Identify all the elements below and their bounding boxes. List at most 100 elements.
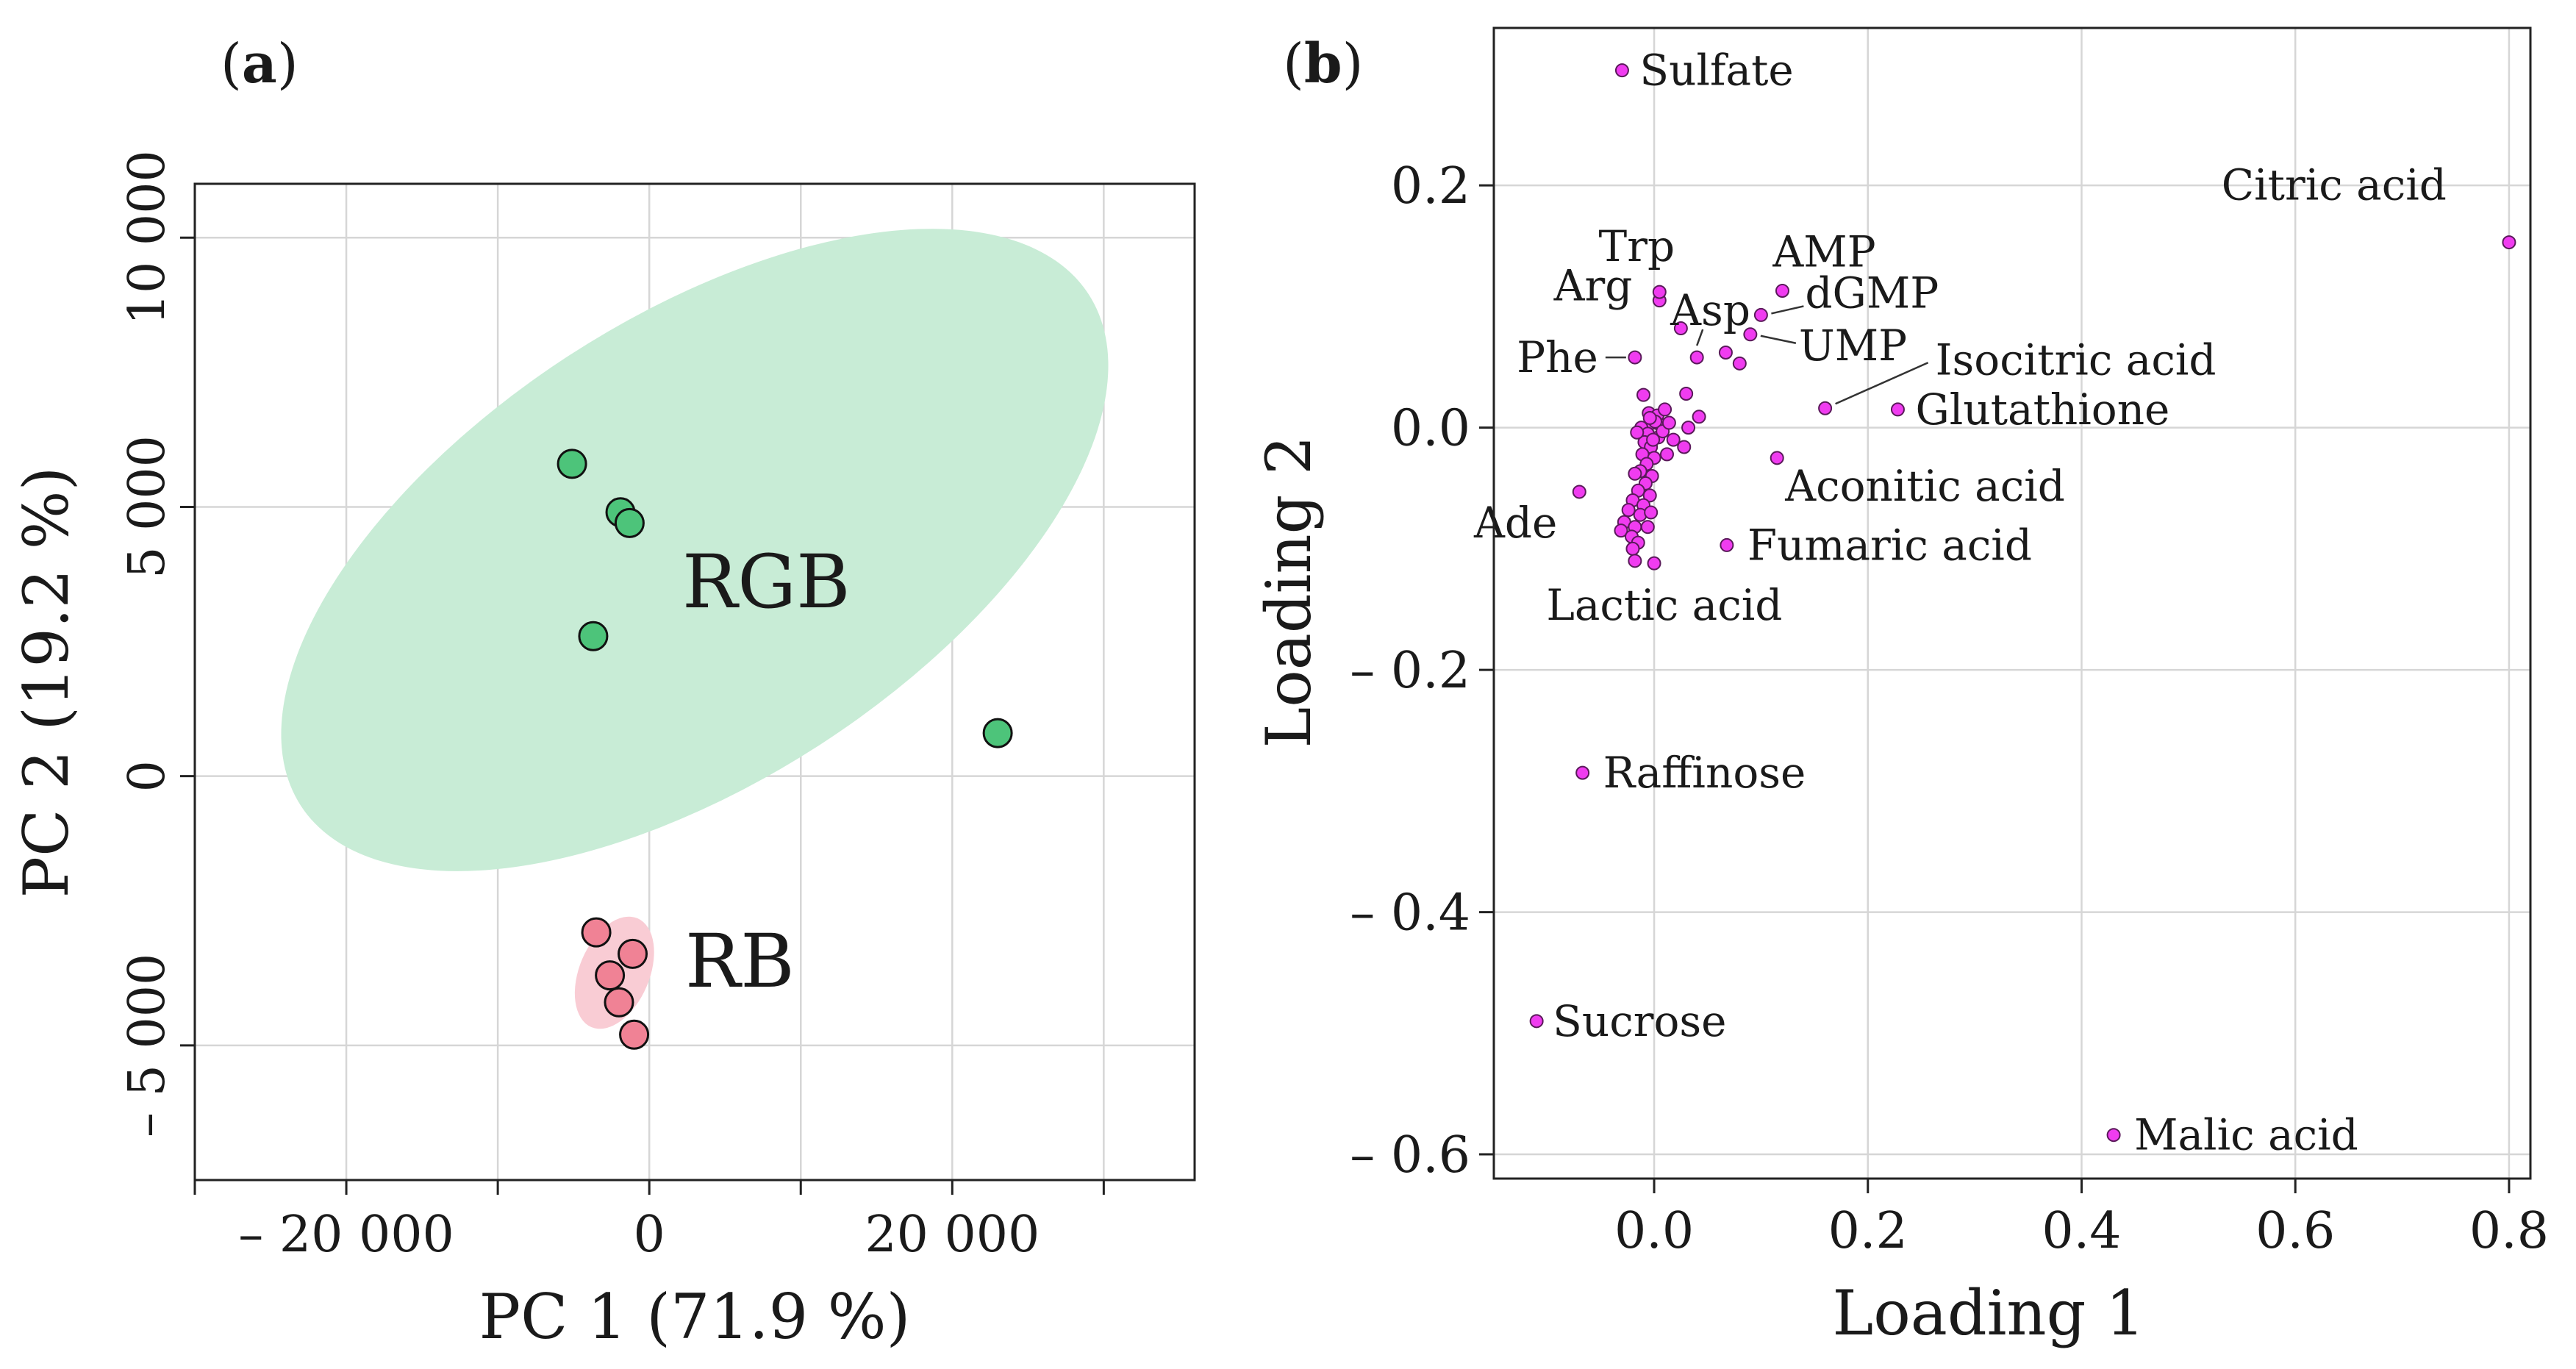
lactic-acid-label: Lactic acid xyxy=(1546,580,1782,630)
loading-point xyxy=(1640,520,1655,535)
sulfate-loading-point xyxy=(1614,63,1629,78)
panel-b-label: (b) xyxy=(1283,32,1364,96)
loading-point xyxy=(1679,387,1694,401)
panel-b-y-axis-title: Loading 2 xyxy=(1253,435,1325,748)
fumaric-acid-loading-point xyxy=(1720,537,1734,552)
loading-point xyxy=(1646,432,1661,447)
phe-label: Phe xyxy=(1517,332,1598,382)
ump-leader-line xyxy=(1760,335,1797,345)
panel-a-score-points xyxy=(557,448,1013,1050)
ade-loading-point xyxy=(1572,485,1586,499)
rb-score-point xyxy=(618,938,648,969)
ump-label: UMP xyxy=(1799,321,1907,371)
panel-a-plot-frame xyxy=(193,182,1196,1182)
isocitric-acid-leader-line xyxy=(1835,362,1929,405)
y-tick-label: – 0.2 xyxy=(1350,642,1470,700)
dgmp-label: dGMP xyxy=(1805,268,1939,318)
panel-b-loadings: (b) Sulfate Citric acid Trp AMP Arg Asp dGMP Ph… xyxy=(1253,26,2549,1349)
panel-b-metabolite-labels: Sulfate Citric acid Trp AMP Arg Asp dGMP Phe UMP… xyxy=(1473,46,2447,1160)
sucrose-loading-point xyxy=(1529,1014,1544,1029)
rgb-score-point xyxy=(614,507,645,538)
panel-a-x-axis-title: PC 1 (71.9 %) xyxy=(479,1281,911,1353)
loading-point xyxy=(1658,402,1672,417)
panel-b-y-ticks: – 0.6 – 0.4 – 0.2 0.0 0.2 xyxy=(1350,157,1494,1184)
isocitric-acid-label: Isocitric acid xyxy=(1936,335,2217,385)
loading-point xyxy=(1642,410,1657,425)
x-tick-label: 20 000 xyxy=(865,1206,1040,1264)
arg-loading-point xyxy=(1673,321,1688,336)
loading-point xyxy=(1642,488,1657,503)
rb-score-point xyxy=(595,960,626,991)
rb-score-point xyxy=(604,987,634,1018)
panel-b-x-axis-title: Loading 1 xyxy=(1832,1277,2144,1349)
loading-point xyxy=(1628,466,1642,481)
rgb-confidence-ellipse xyxy=(281,229,1109,871)
malic-acid-loading-point xyxy=(2106,1128,2121,1143)
y-tick-label: – 5 000 xyxy=(118,954,176,1137)
y-tick-label: 0.0 xyxy=(1391,400,1470,458)
arg-label: Arg xyxy=(1553,261,1633,311)
y-tick-label: 10 000 xyxy=(118,150,176,325)
ump-loading-point xyxy=(1743,327,1758,342)
fumaric-acid-label: Fumaric acid xyxy=(1747,520,2032,570)
y-tick-label: 5 000 xyxy=(118,435,176,579)
dgmp-leader-line xyxy=(1771,305,1804,315)
loading-point xyxy=(1677,440,1692,454)
rb-score-point xyxy=(619,1019,650,1050)
loading-point xyxy=(1681,421,1696,435)
trp-label: Trp xyxy=(1599,221,1675,271)
aconitic-acid-loading-point xyxy=(1770,451,1784,465)
x-tick-label: 0.4 xyxy=(2042,1202,2121,1260)
rgb-score-point xyxy=(982,718,1013,748)
raffinose-loading-point xyxy=(1575,765,1590,780)
glutathione-loading-point xyxy=(1890,402,1905,417)
trp-loading-point xyxy=(1652,285,1667,299)
panel-a-y-ticks: – 5 000 0 5 000 10 000 xyxy=(118,150,195,1137)
sulfate-label: Sulfate xyxy=(1639,46,1793,96)
panel-b-plot-frame xyxy=(1492,26,2532,1180)
loading-point xyxy=(1621,503,1636,518)
loading-point xyxy=(1661,415,1676,430)
asp-leader-line xyxy=(1696,329,1704,346)
panel-a-pca-scores: (a) RGB RB – 20 000 0 20 000 – 5 000 0 5 000… xyxy=(10,32,1196,1353)
lactic-acid-loading-point xyxy=(1628,554,1642,568)
loading-point xyxy=(1666,432,1681,447)
loading-point xyxy=(1644,505,1659,520)
x-tick-label: 0 xyxy=(634,1206,665,1264)
loading-point xyxy=(1692,410,1706,424)
rgb-score-point xyxy=(578,621,609,651)
citric-acid-loading-point xyxy=(2502,235,2516,250)
asp-loading-point xyxy=(1689,350,1704,365)
asp-label: Asp xyxy=(1670,285,1750,335)
loading-point xyxy=(1718,345,1733,360)
y-tick-label: 0.2 xyxy=(1391,157,1470,215)
rb-group-label: RB xyxy=(685,918,795,1004)
panel-a-y-axis-title: PC 2 (19.2 %) xyxy=(10,467,82,898)
x-tick-label: – 20 000 xyxy=(238,1206,454,1264)
sucrose-label: Sucrose xyxy=(1553,996,1726,1046)
panel-a-x-ticks: – 20 000 0 20 000 xyxy=(193,1180,1105,1264)
panel-b-leader-lines xyxy=(1605,305,1929,405)
raffinose-label: Raffinose xyxy=(1603,748,1806,798)
loading-point xyxy=(1625,541,1640,556)
y-tick-label: 0 xyxy=(118,760,176,792)
y-tick-label: – 0.6 xyxy=(1350,1126,1470,1184)
panel-b-x-ticks: 0.0 0.2 0.4 0.6 0.8 xyxy=(1614,1179,2549,1260)
phe-loading-point xyxy=(1628,350,1642,365)
citric-acid-label: Citric acid xyxy=(2222,160,2447,210)
y-tick-label: – 0.4 xyxy=(1350,884,1470,943)
x-tick-label: 0.2 xyxy=(1828,1202,1908,1260)
rgb-group-label: RGB xyxy=(682,539,851,625)
loading-point xyxy=(1732,356,1747,371)
loading-point xyxy=(1659,447,1674,462)
x-tick-label: 0.0 xyxy=(1614,1202,1694,1260)
isocitric-acid-loading-point xyxy=(1818,401,1833,415)
loading-point xyxy=(1630,425,1645,440)
x-tick-label: 0.8 xyxy=(2469,1202,2549,1260)
dgmp-loading-point xyxy=(1753,307,1768,322)
ade-label: Ade xyxy=(1473,498,1557,548)
rb-score-point xyxy=(581,917,612,948)
aconitic-acid-label: Aconitic acid xyxy=(1784,461,2065,511)
loading-point xyxy=(1647,556,1661,571)
